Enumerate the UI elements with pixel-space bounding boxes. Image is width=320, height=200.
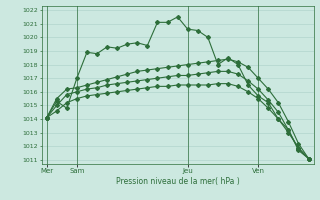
X-axis label: Pression niveau de la mer( hPa ): Pression niveau de la mer( hPa )	[116, 177, 239, 186]
